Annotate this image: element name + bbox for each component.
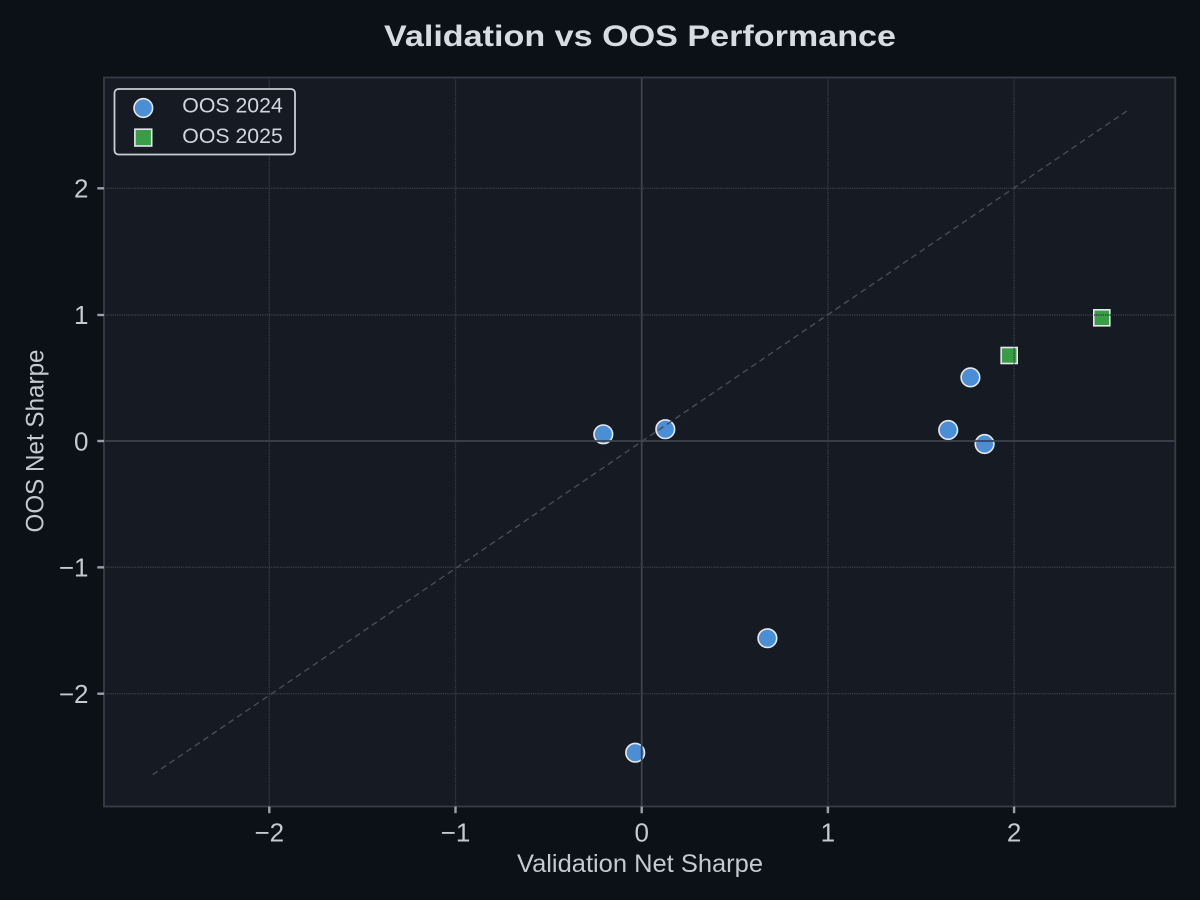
svg-text:OOS 2025: OOS 2025 [182, 124, 283, 148]
svg-text:−2: −2 [59, 679, 89, 709]
svg-text:0: 0 [74, 426, 88, 456]
svg-text:0: 0 [634, 818, 648, 848]
svg-text:Validation vs OOS Performance: Validation vs OOS Performance [384, 20, 896, 53]
svg-text:2: 2 [74, 174, 88, 204]
svg-text:1: 1 [74, 300, 88, 330]
svg-text:OOS Net Sharpe: OOS Net Sharpe [22, 350, 50, 533]
svg-text:2: 2 [1007, 818, 1021, 848]
svg-text:Validation Net Sharpe: Validation Net Sharpe [517, 850, 763, 878]
svg-text:−2: −2 [254, 818, 284, 848]
svg-text:−1: −1 [441, 818, 471, 848]
svg-text:OOS 2024: OOS 2024 [182, 94, 283, 118]
svg-text:1: 1 [821, 818, 835, 848]
svg-text:−1: −1 [59, 553, 89, 583]
